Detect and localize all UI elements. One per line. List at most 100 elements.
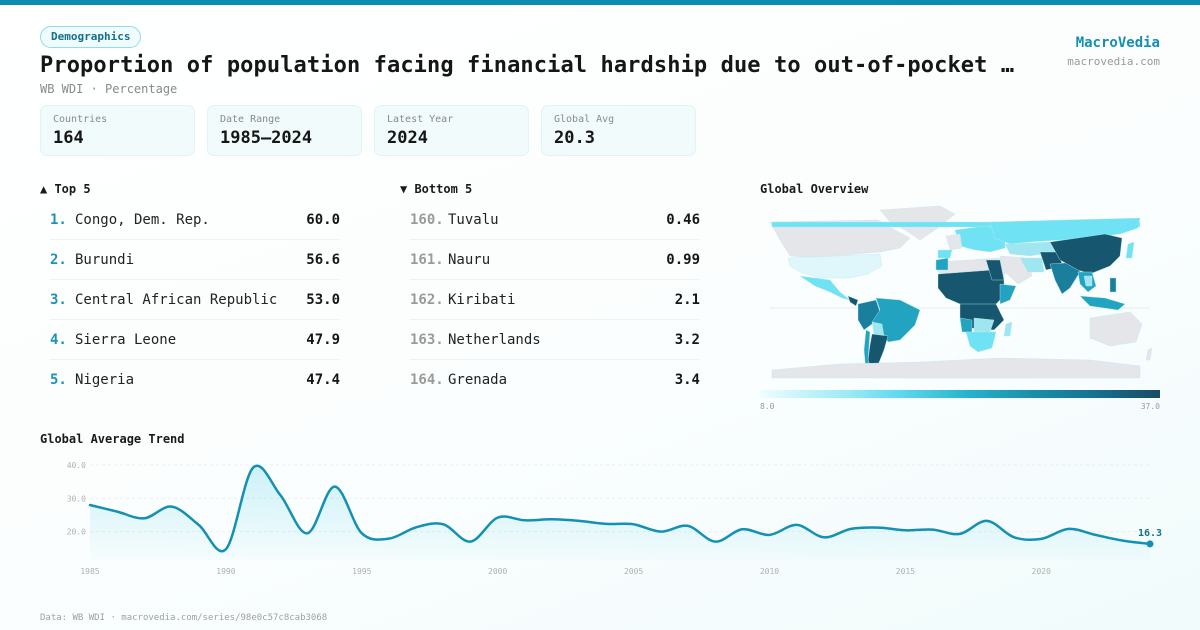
list-item[interactable]: 4. Sierra Leone 47.9 [50, 320, 340, 360]
data-point-2021[interactable] [1065, 526, 1071, 532]
data-point-2001[interactable] [522, 517, 528, 523]
region-usa[interactable] [787, 253, 883, 279]
data-point-1991[interactable] [250, 465, 256, 471]
list-item[interactable]: 160. Tuvalu 0.46 [410, 200, 700, 240]
data-point-2002[interactable] [549, 516, 555, 522]
data-point-1993[interactable] [304, 530, 310, 536]
data-point-1997[interactable] [413, 524, 419, 530]
data-point-2003[interactable] [576, 518, 582, 524]
data-point-2008[interactable] [712, 539, 718, 545]
data-point-1987[interactable] [141, 515, 147, 521]
list-item[interactable]: 5. Nigeria 47.4 [50, 360, 340, 400]
data-point-2020[interactable] [1038, 536, 1044, 542]
brand-logo[interactable]: MacroVedia [1075, 35, 1160, 51]
data-point-2007[interactable] [685, 523, 691, 529]
data-point-2019[interactable] [1011, 534, 1017, 540]
region-indonesia[interactable] [1079, 295, 1126, 311]
region-morocco[interactable] [935, 257, 949, 271]
region-angola[interactable] [959, 317, 973, 333]
region-china[interactable] [1049, 233, 1123, 275]
country-name: Nauru [448, 251, 491, 268]
country-value: 0.99 [666, 251, 700, 268]
data-point-2023[interactable] [1120, 538, 1126, 544]
region-iran[interactable] [1019, 257, 1045, 273]
list-item[interactable]: 3. Central African Republic 53.0 [50, 280, 340, 320]
map-color-scale [760, 390, 1160, 398]
x-tick-label: 2010 [760, 567, 779, 576]
region-australia[interactable] [1089, 311, 1143, 347]
region-egypt-sudan[interactable] [985, 259, 1005, 281]
category-badge[interactable]: Demographics [40, 26, 142, 48]
region-western-europe[interactable] [945, 233, 963, 251]
region-japan[interactable] [1125, 241, 1135, 259]
data-point-2000[interactable] [495, 515, 501, 521]
data-point-2012[interactable] [821, 534, 827, 540]
data-point-2022[interactable] [1093, 532, 1099, 538]
last-data-point[interactable] [1146, 540, 1154, 548]
list-item[interactable]: 2. Burundi 56.6 [50, 240, 340, 280]
data-point-1986[interactable] [114, 509, 120, 515]
country-value: 56.6 [306, 251, 340, 268]
region-philippines[interactable] [1109, 277, 1117, 293]
y-tick-label: 40.0 [67, 461, 86, 470]
x-tick-label: 2005 [624, 567, 643, 576]
data-point-1999[interactable] [468, 539, 474, 545]
data-point-2016[interactable] [930, 527, 936, 533]
stat-value: 164 [53, 128, 84, 148]
data-point-2009[interactable] [739, 526, 745, 532]
page-subtitle: WB WDI · Percentage [40, 82, 178, 96]
country-name: Tuvalu [448, 211, 499, 228]
stat-value: 2024 [387, 128, 428, 148]
data-point-2013[interactable] [848, 526, 854, 532]
data-point-1989[interactable] [196, 522, 202, 528]
region-thailand[interactable] [1083, 275, 1093, 287]
stat-value: 1985–2024 [220, 128, 313, 148]
world-choropleth-map[interactable] [760, 200, 1160, 380]
region-central-america[interactable] [847, 295, 859, 307]
list-item[interactable]: 1. Congo, Dem. Rep. 60.0 [50, 200, 340, 240]
region-southern-africa[interactable] [965, 331, 997, 353]
data-point-2010[interactable] [766, 532, 772, 538]
list-item[interactable]: 162. Kiribati 2.1 [410, 280, 700, 320]
region-bolivia[interactable] [871, 321, 885, 337]
data-point-1988[interactable] [169, 504, 175, 510]
data-point-2004[interactable] [603, 521, 609, 527]
country-name: Sierra Leone [75, 331, 177, 348]
data-point-1985[interactable] [87, 502, 93, 508]
data-point-1995[interactable] [359, 530, 365, 536]
top5-list: ▲ Top 5 1. Congo, Dem. Rep. 60.0 2. Burundi… [40, 182, 340, 400]
trend-area [90, 465, 1150, 560]
country-value: 3.2 [674, 331, 700, 348]
data-point-1990[interactable] [223, 546, 229, 552]
data-point-2017[interactable] [957, 531, 963, 537]
region-colombia-peru[interactable] [857, 299, 881, 331]
data-point-1992[interactable] [277, 492, 283, 498]
region-east-africa[interactable] [999, 283, 1017, 305]
data-point-2018[interactable] [984, 518, 990, 524]
region-antarctica[interactable] [771, 357, 1141, 379]
region-europe[interactable] [954, 225, 1006, 253]
data-point-2015[interactable] [902, 527, 908, 533]
data-point-1994[interactable] [332, 484, 338, 490]
country-value: 53.0 [306, 291, 340, 308]
stat-label: Global Avg [554, 114, 615, 125]
region-mexico[interactable] [799, 275, 851, 301]
region-iberia[interactable] [937, 249, 953, 259]
trend-line[interactable] [88, 464, 1152, 553]
brand-url[interactable]: macrovedia.com [1067, 55, 1160, 68]
list-item[interactable]: 163. Netherlands 3.2 [410, 320, 700, 360]
data-point-1998[interactable] [440, 521, 446, 527]
list-item[interactable]: 161. Nauru 0.99 [410, 240, 700, 280]
trend-chart[interactable]: 20.0 30.0 40.0 1985 1990 1995 2000 2005 2010 201… [40, 450, 1170, 580]
country-name: Burundi [75, 251, 135, 268]
data-point-2014[interactable] [875, 525, 881, 531]
region-new-zealand[interactable] [1145, 347, 1153, 361]
region-arctic-strip[interactable] [771, 221, 1141, 228]
data-point-1996[interactable] [386, 536, 392, 542]
list-item[interactable]: 164. Grenada 3.4 [410, 360, 700, 400]
region-brazil[interactable] [871, 297, 921, 343]
region-madagascar[interactable] [1003, 321, 1013, 337]
data-point-2006[interactable] [658, 529, 664, 535]
data-point-2005[interactable] [631, 521, 637, 527]
data-point-2011[interactable] [794, 522, 800, 528]
